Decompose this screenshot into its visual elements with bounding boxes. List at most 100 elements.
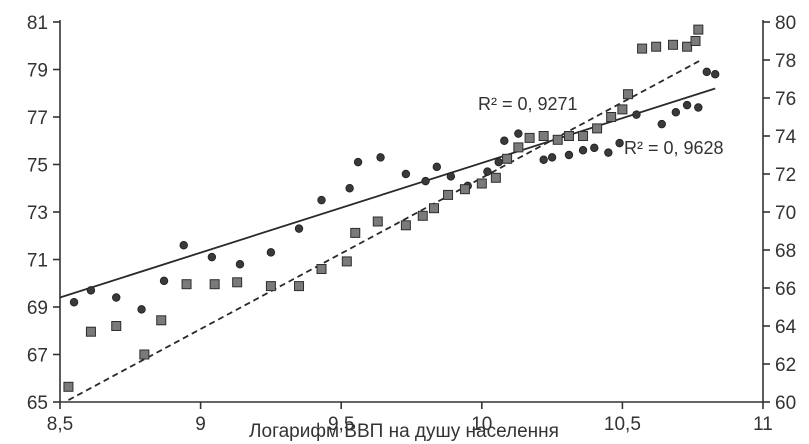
circle-point	[702, 67, 711, 77]
circle-point	[539, 155, 548, 164]
circle-point	[500, 136, 509, 145]
x-axis: 8,5 9 9,5 10 10,5 11	[47, 401, 773, 435]
square-point	[668, 39, 679, 50]
r-squared-label-1: R² = 0, 9271	[478, 94, 578, 114]
left-tick-label: 73	[27, 203, 48, 224]
left-tick-label: 67	[27, 346, 48, 367]
circle-point	[421, 176, 430, 186]
square-point	[578, 131, 589, 141]
square-point	[490, 172, 501, 183]
x-tick-label: 9	[195, 414, 206, 435]
circle-point	[578, 146, 588, 155]
square-point	[400, 220, 411, 231]
square-point	[617, 104, 628, 115]
data-points	[63, 24, 720, 392]
circle-point	[353, 157, 363, 167]
left-tick-label: 77	[27, 108, 48, 129]
left-tick-label: 71	[27, 251, 48, 272]
right-axis: 60 62 64 66 68 70 72 74 76 78 80	[762, 13, 797, 414]
circle-point	[294, 224, 304, 233]
square-point	[651, 41, 662, 52]
circle-point	[86, 286, 96, 295]
square-point	[606, 112, 617, 122]
circle-point	[694, 103, 703, 112]
square-point	[592, 123, 603, 134]
x-tick-label: 9,5	[328, 414, 354, 435]
x-tick-label: 10	[471, 414, 492, 435]
right-tick-label: 80	[775, 13, 796, 34]
circle-point	[682, 100, 692, 110]
right-tick-label: 70	[775, 203, 796, 224]
left-tick-label: 69	[27, 298, 48, 319]
square-point	[181, 279, 192, 290]
square-point	[443, 189, 454, 200]
circle-point	[514, 129, 523, 138]
square-point	[85, 326, 96, 337]
right-tick-label: 74	[775, 127, 797, 148]
circle-point	[179, 241, 188, 250]
left-tick-label: 79	[27, 61, 48, 82]
square-point	[111, 321, 122, 331]
circle-point	[159, 276, 169, 286]
square-point	[513, 142, 524, 153]
x-tick-label: 10,5	[604, 414, 641, 435]
square-point	[294, 281, 305, 292]
x-tick-label: 11	[753, 414, 773, 435]
circle-point	[590, 143, 599, 153]
square-point	[139, 349, 150, 360]
x-axis-label: Логарифм ВВП на душу населення	[249, 421, 559, 442]
square-point	[552, 134, 563, 145]
square-point	[341, 256, 352, 267]
circle-point	[266, 248, 276, 257]
square-point	[459, 184, 470, 195]
square-point	[63, 381, 74, 392]
right-tick-label: 68	[775, 241, 796, 262]
right-tick-label: 64	[775, 317, 797, 338]
circle-point	[401, 169, 411, 179]
square-point	[209, 279, 220, 290]
circle-point	[483, 167, 492, 176]
trend-line-1	[59, 87, 716, 299]
circle-point	[137, 305, 146, 314]
square-point	[690, 36, 701, 46]
circle-point	[657, 119, 666, 129]
circle-point	[376, 153, 385, 162]
circle-point	[317, 195, 326, 205]
circle-point	[615, 138, 624, 148]
circle-point	[604, 148, 613, 157]
square-point	[156, 315, 167, 326]
square-point	[538, 131, 549, 141]
square-point	[350, 227, 361, 238]
square-point	[563, 131, 574, 141]
left-tick-label: 75	[27, 156, 48, 177]
circle-point	[345, 184, 354, 193]
square-point	[476, 178, 487, 189]
circle-point	[564, 150, 574, 160]
circle-point	[235, 260, 245, 269]
circle-point	[671, 108, 681, 117]
circle-point	[69, 298, 79, 307]
square-point	[693, 24, 704, 35]
left-axis: 65 67 69 71 73 75 77 79 81	[27, 13, 61, 414]
circle-point	[547, 153, 557, 162]
circle-point	[446, 172, 456, 181]
square-point	[232, 277, 243, 288]
trend-lines	[59, 59, 716, 401]
left-tick-label: 81	[27, 13, 48, 34]
square-point	[682, 41, 693, 52]
circle-point	[494, 157, 503, 167]
circle-point	[432, 162, 442, 172]
circle-point	[112, 293, 121, 302]
trend-line-2	[68, 59, 702, 401]
right-tick-label: 76	[775, 89, 796, 110]
square-point	[417, 210, 428, 221]
square-point	[372, 216, 383, 227]
circle-point	[632, 110, 641, 119]
square-point	[265, 281, 276, 292]
x-tick-label: 8,5	[47, 414, 73, 435]
right-tick-label: 72	[775, 165, 796, 186]
square-point	[316, 264, 327, 274]
square-point	[637, 43, 648, 54]
r-squared-label-2: R² = 0, 9628	[624, 138, 724, 158]
